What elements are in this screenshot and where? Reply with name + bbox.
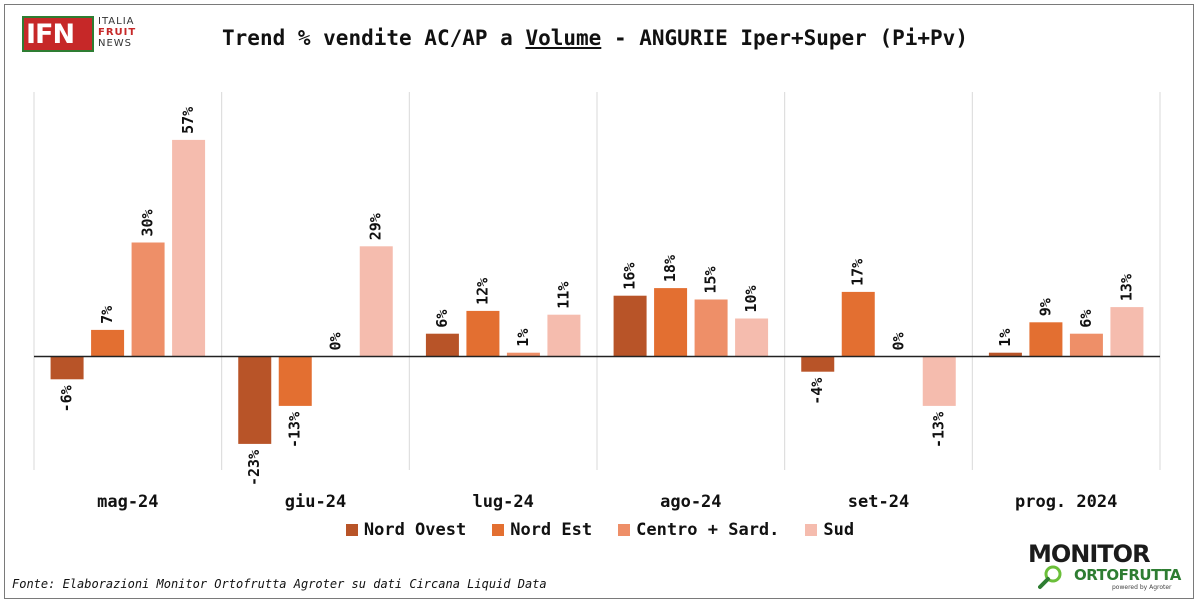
data-label: -23% (245, 450, 263, 486)
data-label: 29% (367, 213, 385, 240)
category-label: prog. 2024 (1015, 492, 1117, 512)
bar-2-5 (841, 291, 875, 357)
data-label: 18% (661, 255, 679, 282)
category-label: giu-24 (285, 492, 346, 512)
legend-label: Nord Est (510, 520, 593, 540)
data-label: 12% (473, 278, 491, 305)
chart-title: Trend % vendite AC/AP a Volume - ANGURIE… (150, 26, 1040, 50)
legend-item: Centro + Sard. (618, 520, 779, 540)
legend-item: Sud (805, 520, 854, 540)
bar-2-3 (466, 310, 500, 357)
bar-2-4 (654, 288, 688, 357)
data-label: 16% (621, 263, 639, 290)
legend-item: Nord Ovest (345, 520, 467, 540)
data-label: 1% (996, 329, 1014, 347)
bar-2-1 (91, 329, 125, 357)
category-label: set-24 (848, 492, 909, 512)
bar-1-1 (50, 356, 84, 380)
data-label: 1% (514, 329, 532, 347)
data-label: 17% (849, 259, 867, 286)
data-label: 0% (326, 332, 344, 350)
bar-3-1 (131, 242, 165, 357)
bar-4-3 (547, 314, 581, 357)
data-label: 57% (179, 107, 197, 134)
legend-swatch (805, 524, 818, 536)
legend: Nord Ovest Nord Est Centro + Sard. Sud (0, 520, 1200, 540)
bar-2-6 (1029, 322, 1063, 357)
ifn-logo-text: IFN (26, 19, 75, 50)
ifn-logo-italia: ITALIA (98, 16, 135, 27)
bar-1-6 (988, 352, 1022, 357)
data-label: -4% (808, 378, 826, 405)
bar-1-5 (801, 356, 835, 372)
ifn-logo: IFN ITALIA FRUIT NEWS (22, 16, 142, 54)
ifn-logo-words: ITALIA FRUIT NEWS (98, 16, 136, 49)
monitor-logo-word: MONITOR (1028, 540, 1151, 568)
magnifier-icon (1038, 565, 1062, 589)
chart-title-pre: Trend % vendite AC/AP a (222, 26, 526, 50)
ifn-logo-fruit: FRUIT (98, 27, 137, 38)
category-label: ago-24 (660, 492, 721, 512)
data-label: -6% (58, 385, 76, 412)
data-label: 15% (702, 266, 720, 293)
legend-swatch (618, 524, 631, 536)
data-label: 7% (98, 306, 116, 324)
bar-1-2 (238, 356, 272, 444)
bar-3-3 (506, 352, 540, 357)
bar-4-5 (922, 356, 956, 406)
ortofrutta-logo-word: ORTOFRUTTA (1074, 566, 1181, 584)
data-label: 0% (889, 332, 907, 350)
bar-1-4 (613, 295, 647, 357)
bar-4-2 (359, 246, 393, 357)
data-label: -13% (286, 412, 304, 448)
legend-swatch (492, 524, 505, 536)
ifn-logo-box: IFN (22, 16, 94, 52)
bar-3-4 (694, 299, 728, 357)
bar-4-4 (735, 318, 769, 357)
data-label: 6% (433, 310, 451, 328)
powered-by-text: powered by Agroter (1112, 584, 1172, 591)
bar-1-3 (425, 333, 459, 357)
data-label: 11% (554, 282, 572, 309)
legend-swatch (345, 524, 358, 536)
data-label: 30% (139, 209, 157, 236)
bar-4-6 (1110, 307, 1144, 357)
monitor-ortofrutta-logo: MONITOR ORTOFRUTTA powered by Agroter (1028, 540, 1184, 592)
legend-label: Centro + Sard. (636, 520, 780, 540)
legend-label: Nord Ovest (363, 520, 467, 540)
source-note: Fonte: Elaborazioni Monitor Ortofrutta A… (12, 577, 547, 591)
chart-frame (4, 4, 1194, 599)
data-label: 6% (1077, 310, 1095, 328)
bar-4-1 (172, 139, 206, 357)
category-label: lug-24 (472, 492, 533, 512)
legend-label: Sud (823, 520, 855, 540)
legend-item: Nord Est (492, 520, 592, 540)
ifn-logo-news: NEWS (98, 38, 133, 49)
chart-title-emph: Volume (525, 26, 602, 50)
data-label: 10% (742, 285, 760, 312)
bar-3-6 (1069, 333, 1103, 357)
data-label: 9% (1036, 298, 1054, 316)
data-label: 13% (1117, 274, 1135, 301)
chart-title-post: - ANGURIE Iper+Super (Pi+Pv) (601, 26, 968, 50)
category-label: mag-24 (97, 492, 158, 512)
bar-2-2 (278, 356, 312, 406)
data-label: -13% (930, 412, 948, 448)
